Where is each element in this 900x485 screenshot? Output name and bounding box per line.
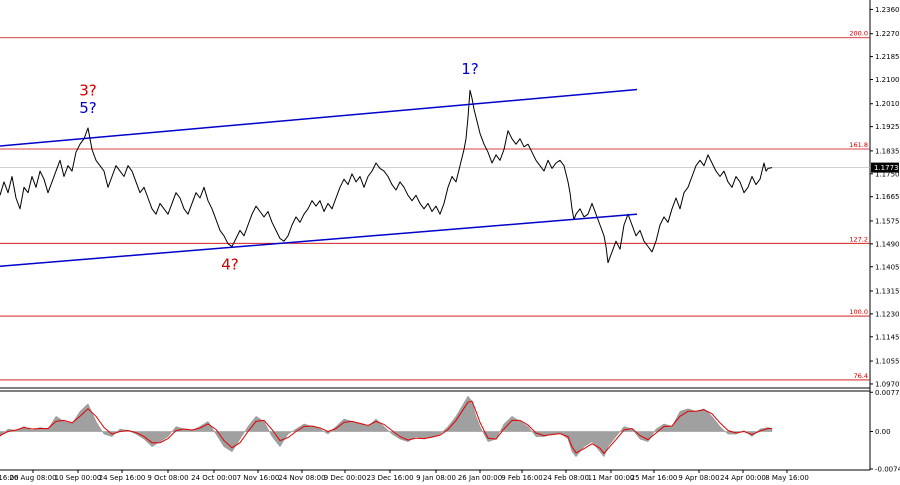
price-tick-label: 1.2270 (875, 30, 900, 38)
price-tick-label: 1.2360 (875, 6, 900, 14)
price-tick-label: 1.0970 (875, 380, 900, 388)
time-tick-label: 25 Mar 16:00 (631, 474, 678, 482)
price-tick-label: 1.2185 (875, 53, 900, 61)
wave-annotation: 5? (79, 99, 97, 117)
upper-channel-line (0, 88, 638, 147)
time-tick-label: 26 Jan 00:00 (458, 474, 502, 482)
price-tick-label: 1.1750 (875, 170, 900, 178)
last-price-box (871, 162, 899, 173)
price-tick-label: 1.1315 (875, 288, 900, 296)
time-tick-label: 26 Aug 08:00 (9, 474, 56, 482)
price-tick-label: 1.1925 (875, 123, 900, 131)
time-tick-label: 24 Feb 08:00 (543, 474, 589, 482)
fib-level-label: 100.0 (849, 308, 868, 316)
wave-annotation: 4? (221, 255, 239, 273)
time-tick-label: 9 Apr 08:00 (678, 474, 719, 482)
time-tick-label: 7 Nov 16:00 (237, 474, 280, 482)
price-line (0, 89, 773, 264)
time-tick-label: 9 Feb 16:00 (501, 474, 542, 482)
last-price-label: 1.1773 (874, 164, 899, 172)
oscillator-tick-label: -0.0074 (875, 465, 900, 473)
main-price-pane: 200.0 161.8 127.2 100.0 76.4 1.2360 1.2270 1.21… (0, 0, 900, 470)
price-tick-label: 1.2010 (875, 100, 900, 108)
price-tick-label: 1.1490 (875, 240, 900, 248)
time-tick-label: 23 Dec 16:00 (366, 474, 413, 482)
price-tick-label: 1.1055 (875, 358, 900, 366)
time-tick-label: 9 Oct 08:00 (147, 474, 188, 482)
fib-level-label: 200.0 (849, 30, 868, 38)
time-tick-label: 10 Sep 00:00 (55, 474, 102, 482)
time-tick-label: 9 Jan 08:00 (416, 474, 456, 482)
time-tick-label: 24 Apr 00:00 (720, 474, 766, 482)
oscillator-signal-line (0, 400, 772, 455)
time-tick-label: 8 May 16:00 (765, 474, 809, 482)
fib-level-label: 76.4 (854, 372, 868, 380)
time-tick-label: 24 Sep 16:00 (99, 474, 146, 482)
time-tick-label: 24 Oct 00:00 (191, 474, 237, 482)
oscillator-tick-label: 0.00 (875, 428, 891, 436)
price-tick-label: 1.1230 (875, 310, 900, 318)
oscillator-pane: 0.00776 0.00 -0.0074 (0, 389, 900, 473)
oscillator-tick-label: 0.00776 (875, 389, 900, 397)
price-tick-label: 1.2100 (875, 76, 900, 84)
time-tick-label: 11 Mar 00:00 (588, 474, 635, 482)
time-tick-label: 9 Dec 00:00 (324, 474, 367, 482)
time-tick-label: 12 Aug 16:00 (0, 474, 19, 482)
wave-annotation: 1? (461, 60, 479, 78)
price-tick-label: 1.1405 (875, 263, 900, 271)
fib-level-label: 127.2 (849, 235, 868, 243)
lower-channel-line (0, 213, 638, 267)
time-tick-label: 24 Nov 08:00 (278, 474, 325, 482)
wave-annotation: 3? (79, 82, 97, 100)
price-tick-label: 1.1575 (875, 217, 900, 225)
price-tick-label: 1.1145 (875, 333, 900, 341)
price-tick-label: 1.1665 (875, 193, 900, 201)
fib-level-label: 161.8 (849, 141, 868, 149)
price-tick-label: 1.1835 (875, 147, 900, 155)
